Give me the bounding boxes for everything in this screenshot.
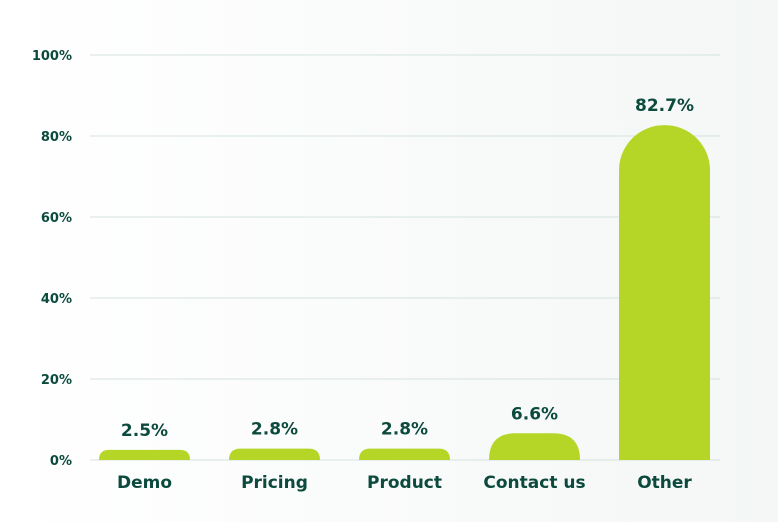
x-tick-label: Other	[637, 473, 692, 493]
x-tick-label: Contact us	[483, 473, 585, 493]
x-tick-label: Pricing	[241, 473, 308, 493]
bar-demo	[99, 449, 190, 460]
data-label: 2.8%	[251, 420, 298, 440]
y-tick-label: 60%	[41, 211, 72, 226]
bar-pricing	[229, 448, 320, 460]
y-tick-label: 100%	[32, 49, 72, 64]
y-tick-label: 20%	[41, 373, 72, 388]
data-label: 82.7%	[635, 96, 694, 116]
x-tick-label: Demo	[117, 473, 172, 493]
data-label: 6.6%	[511, 404, 558, 424]
y-tick-label: 0%	[50, 454, 72, 469]
y-tick-label: 40%	[41, 292, 72, 307]
x-tick-label: Product	[367, 473, 442, 493]
y-tick-label: 80%	[41, 130, 72, 145]
data-label: 2.8%	[381, 420, 428, 440]
data-label: 2.5%	[121, 421, 168, 441]
bar-contact-us	[489, 433, 580, 460]
bar-other	[619, 125, 710, 460]
bar-product	[359, 448, 450, 460]
